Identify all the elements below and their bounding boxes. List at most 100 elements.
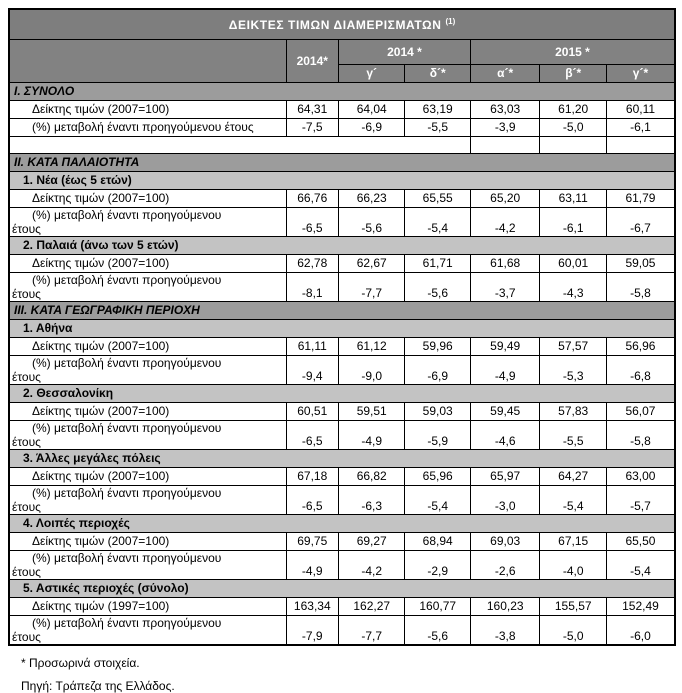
value-cell: -5,9	[404, 419, 471, 450]
value-cell: -5,6	[337, 206, 406, 237]
value-cell: 63,19	[404, 99, 471, 119]
value-cell: 64,04	[337, 99, 406, 119]
pct-change-row: (%) μεταβολή έναντι προηγούμενου έτους -6,…	[8, 484, 676, 515]
col-header-q-gamma-2014: γ´	[337, 63, 406, 83]
section-row: Ι. ΣΥΝΟΛΟ	[8, 81, 676, 101]
value-cell: -5,3	[539, 354, 607, 385]
row-label-line1: (%) μεταβολή έναντι προηγούμενου	[32, 355, 222, 370]
value-cell: -5,0	[539, 614, 607, 645]
value-cell: 152,49	[605, 596, 676, 616]
row-label-column-header	[8, 38, 287, 83]
row-label: (%) μεταβολή έναντι προηγούμενου έτους	[8, 354, 287, 385]
value-cell: 63,11	[539, 188, 607, 208]
index-row: Δείκτης τιμών (2007=100) 66,76 66,23 65,55 6…	[8, 188, 676, 208]
value-cell: 65,96	[404, 466, 471, 486]
value-cell: -5,4	[539, 484, 607, 515]
row-label: Δείκτης τιμών (2007=100)	[8, 401, 287, 421]
section-row: ΙΙ. ΚΑΤΑ ΠΑΛΑΙΟΤΗΤΑ	[8, 152, 676, 172]
value-cell: -6,5	[285, 419, 339, 450]
value-cell: 69,03	[469, 531, 541, 551]
value-cell: -6,1	[539, 206, 607, 237]
row-label: Δείκτης τιμών (2007=100)	[8, 531, 287, 551]
value-cell: 65,20	[469, 188, 541, 208]
value-cell: -4,3	[539, 271, 607, 302]
row-label: (%) μεταβολή έναντι προηγούμενου έτους	[8, 484, 287, 515]
value-cell: -3,8	[469, 614, 541, 645]
row-label-line2: έτους	[12, 369, 41, 384]
value-cell: 59,05	[605, 253, 676, 273]
value-cell: -6,8	[605, 354, 676, 385]
value-cell: -6,9	[404, 354, 471, 385]
value-cell: 61,79	[605, 188, 676, 208]
pct-change-row: (%) μεταβολή έναντι προηγούμενου έτους -7…	[8, 117, 676, 137]
subsection-label: 5. Αστικές περιοχές (σύνολο)	[8, 578, 676, 598]
value-cell: -3,7	[469, 271, 541, 302]
subsection-label: 3. Άλλες μεγάλες πόλεις	[8, 448, 676, 468]
row-label: Δείκτης τιμών (2007=100)	[8, 188, 287, 208]
row-label-line2: έτους	[12, 286, 41, 301]
value-cell: 59,51	[337, 401, 406, 421]
value-cell: -2,6	[469, 549, 541, 580]
value-cell: 69,27	[337, 531, 406, 551]
spacer-cell	[8, 135, 471, 154]
value-cell: 61,12	[337, 336, 406, 356]
spacer-cell	[469, 135, 541, 154]
value-cell: -5,4	[404, 484, 471, 515]
value-cell: -3,0	[469, 484, 541, 515]
col-header-q-delta-2014: δ´*	[404, 63, 471, 83]
value-cell: 57,57	[539, 336, 607, 356]
footnote-source: Πηγή: Τράπεζα της Ελλάδος.	[21, 678, 175, 693]
row-label-line1: (%) μεταβολή έναντι προηγούμενου	[32, 550, 222, 565]
value-cell: 160,23	[469, 596, 541, 616]
value-cell: 62,78	[285, 253, 339, 273]
table-title: ΔΕΙΚΤΕΣ ΤΙΜΩΝ ΔΙΑΜΕΡΙΣΜΑΤΩΝ (1)	[8, 8, 676, 40]
value-cell: 59,03	[404, 401, 471, 421]
index-row: Δείκτης τιμών (2007=100) 61,11 61,12 59,96 5…	[8, 336, 676, 356]
col-group-2014: 2014 *	[337, 38, 471, 65]
apartment-price-index-table: ΔΕΙΚΤΕΣ ΤΙΜΩΝ ΔΙΑΜΕΡΙΣΜΑΤΩΝ (1) 2014* 20…	[8, 8, 676, 646]
pct-change-row: (%) μεταβολή έναντι προηγούμενου έτους -6,…	[8, 419, 676, 450]
value-cell: -5,5	[539, 419, 607, 450]
pct-change-row: (%) μεταβολή έναντι προηγούμενου έτους -8,…	[8, 271, 676, 302]
value-cell: -6,0	[605, 614, 676, 645]
row-label-line1: (%) μεταβολή έναντι προηγούμενου	[32, 615, 222, 630]
value-cell: 65,55	[404, 188, 471, 208]
value-cell: 163,34	[285, 596, 339, 616]
col-header-q-gamma-2015: γ´*	[605, 63, 676, 83]
row-label-line2: έτους	[12, 564, 41, 579]
subsection-row: 4. Λοιπές περιοχές	[8, 513, 676, 533]
value-cell: 64,27	[539, 466, 607, 486]
value-cell: -6,9	[337, 117, 406, 137]
value-cell: 69,75	[285, 531, 339, 551]
subsection-row: 2. Παλαιά (άνω των 5 ετών)	[8, 235, 676, 255]
row-label: (%) μεταβολή έναντι προηγούμενου έτους	[8, 206, 287, 237]
value-cell: -5,8	[605, 271, 676, 302]
value-cell: -2,9	[404, 549, 471, 580]
value-cell: 68,94	[404, 531, 471, 551]
value-cell: 63,03	[469, 99, 541, 119]
value-cell: -4,2	[337, 549, 406, 580]
pct-change-row: (%) μεταβολή έναντι προηγούμενου έτους -6,…	[8, 206, 676, 237]
value-cell: 65,50	[605, 531, 676, 551]
subsection-label: 2. Παλαιά (άνω των 5 ετών)	[8, 235, 676, 255]
spacer-cell	[605, 135, 676, 154]
value-cell: -7,5	[285, 117, 339, 137]
subsection-label: 2. Θεσσαλονίκη	[8, 383, 676, 403]
value-cell: -6,3	[337, 484, 406, 515]
value-cell: 66,23	[337, 188, 406, 208]
index-row: Δείκτης τιμών (2007=100) 64,31 64,04 63,19 6…	[8, 99, 676, 119]
value-cell: 61,71	[404, 253, 471, 273]
value-cell: 60,51	[285, 401, 339, 421]
value-cell: -5,4	[605, 549, 676, 580]
value-cell: -6,5	[285, 206, 339, 237]
spacer-row	[8, 135, 676, 154]
row-label: Δείκτης τιμών (2007=100)	[8, 253, 287, 273]
footnote-provisional: * Προσωρινά στοιχεία.	[21, 655, 140, 670]
row-label: (%) μεταβολή έναντι προηγούμενου έτους	[8, 614, 287, 645]
value-cell: -6,1	[605, 117, 676, 137]
value-cell: 61,11	[285, 336, 339, 356]
row-label: Δείκτης τιμών (1997=100)	[8, 596, 287, 616]
value-cell: -5,6	[404, 271, 471, 302]
row-label: (%) μεταβολή έναντι προηγούμενου έτους	[8, 419, 287, 450]
